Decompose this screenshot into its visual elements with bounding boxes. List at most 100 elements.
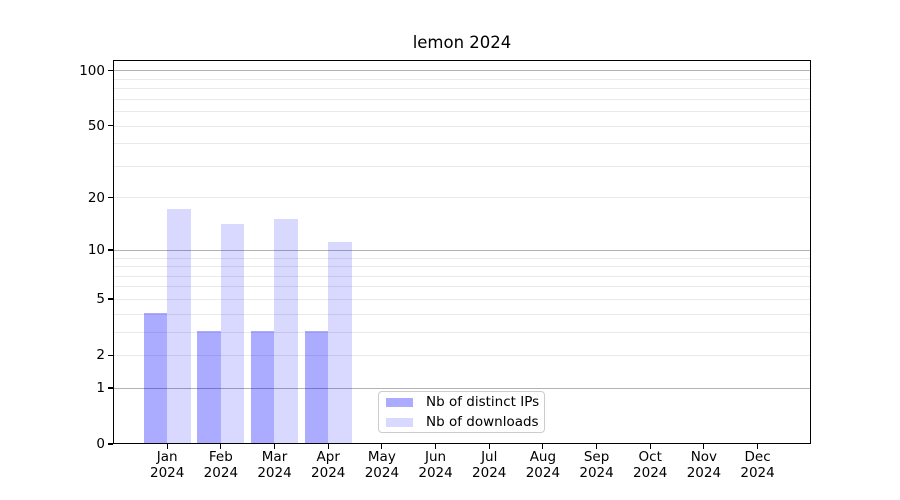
gridline-minor-2 <box>114 354 810 356</box>
y-tick-label-5: 5 <box>96 291 105 308</box>
bar-distinct-ips-apr <box>304 330 328 443</box>
x-tick-oct <box>649 444 651 449</box>
gridline-minor-4 <box>114 313 810 315</box>
gridline-minor-80 <box>114 88 810 90</box>
x-tick-year: 2024 <box>418 464 453 481</box>
gridline-minor-60 <box>114 111 810 113</box>
x-tick-label-jan: Jan 2024 <box>135 449 199 481</box>
x-tick-label-oct: Oct 2024 <box>618 449 682 481</box>
y-tick-label-1: 1 <box>96 379 105 396</box>
x-tick-year: 2024 <box>257 464 292 481</box>
legend: Nb of distinct IPs Nb of downloads <box>378 391 545 433</box>
y-tick-label-50: 50 <box>87 117 105 134</box>
x-tick-month: Feb <box>208 449 233 465</box>
x-tick-jan <box>166 444 168 449</box>
x-tick-month: Apr <box>316 449 340 465</box>
x-tick-label-nov: Nov 2024 <box>672 449 736 481</box>
y-tick-1 <box>108 387 113 389</box>
x-tick-month: Mar <box>261 449 288 465</box>
y-tick-50 <box>108 125 113 127</box>
gridline-minor-70 <box>114 98 810 100</box>
bar-downloads-apr <box>328 241 352 443</box>
x-tick-may <box>381 444 383 449</box>
y-tick-label-10: 10 <box>87 241 105 258</box>
bar-distinct-ips-jan <box>143 312 167 443</box>
x-tick-year: 2024 <box>525 464 561 481</box>
gridline-major-100 <box>114 70 810 72</box>
legend-item-distinct-ips: Nb of distinct IPs <box>386 394 540 410</box>
x-tick-label-feb: Feb 2024 <box>189 449 253 481</box>
x-tick-month: Jan <box>156 449 178 465</box>
gridline-minor-40 <box>114 143 810 145</box>
gridline-minor-30 <box>114 165 810 167</box>
x-tick-jul <box>488 444 490 449</box>
x-tick-month: Aug <box>529 449 557 465</box>
x-tick-label-sep: Sep 2024 <box>565 449 629 481</box>
gridline-minor-7 <box>114 275 810 277</box>
bar-downloads-jan <box>167 209 191 443</box>
x-tick-label-dec: Dec 2024 <box>726 449 790 481</box>
x-tick-month: Sep <box>583 449 610 465</box>
gridline-minor-8 <box>114 266 810 268</box>
x-tick-year: 2024 <box>472 464 507 481</box>
y-tick-20 <box>108 197 113 199</box>
x-tick-sep <box>595 444 598 449</box>
bar-downloads-mar <box>274 218 298 443</box>
x-tick-label-jun: Jun 2024 <box>404 449 468 481</box>
y-tick-2 <box>108 354 113 356</box>
gridline-minor-3 <box>114 331 810 333</box>
x-tick-apr <box>327 444 329 449</box>
x-tick-year: 2024 <box>150 464 185 481</box>
legend-label-distinct-ips: Nb of distinct IPs <box>426 394 540 410</box>
gridline-minor-5 <box>114 298 810 300</box>
gridline-minor-9 <box>114 257 810 259</box>
x-tick-mar <box>273 444 276 449</box>
gridline-minor-6 <box>114 286 810 288</box>
legend-label-downloads: Nb of downloads <box>426 414 539 430</box>
y-tick-100 <box>108 69 113 72</box>
y-tick-label-2: 2 <box>96 347 105 364</box>
y-tick-5 <box>108 298 113 300</box>
x-tick-year: 2024 <box>579 464 614 481</box>
x-tick-month: Jun <box>425 449 447 465</box>
x-tick-year: 2024 <box>740 464 775 481</box>
x-tick-year: 2024 <box>203 464 239 481</box>
x-tick-label-may: May 2024 <box>350 449 414 481</box>
x-tick-year: 2024 <box>364 464 400 481</box>
y-tick-label-0: 0 <box>96 436 105 452</box>
gridline-major-10 <box>114 249 810 251</box>
chart-title: lemon 2024 <box>412 33 512 52</box>
plot-area <box>113 60 811 444</box>
gridline-minor-90 <box>114 78 810 80</box>
legend-swatch-downloads <box>386 417 413 427</box>
x-tick-label-aug: Aug 2024 <box>511 449 575 481</box>
x-tick-month: May <box>367 449 396 465</box>
x-tick-aug <box>542 444 544 449</box>
y-tick-10 <box>108 249 113 251</box>
x-tick-jun <box>434 444 437 449</box>
x-tick-dec <box>756 444 759 449</box>
y-tick-label-100: 100 <box>79 62 105 79</box>
x-tick-month: Nov <box>690 449 718 465</box>
bar-distinct-ips-mar <box>250 330 275 443</box>
x-tick-year: 2024 <box>633 464 668 481</box>
x-tick-month: Dec <box>744 449 771 465</box>
x-tick-month: Jul <box>481 449 498 465</box>
y-tick-0 <box>108 443 113 445</box>
x-tick-year: 2024 <box>686 464 722 481</box>
y-tick-label-20: 20 <box>87 189 105 206</box>
x-tick-feb <box>220 444 222 449</box>
legend-item-downloads: Nb of downloads <box>386 414 539 430</box>
x-tick-nov <box>703 444 705 449</box>
x-tick-label-apr: Apr 2024 <box>296 449 360 481</box>
gridline-minor-50 <box>114 125 810 127</box>
bar-distinct-ips-feb <box>197 330 221 443</box>
x-tick-label-mar: Mar 2024 <box>243 449 307 481</box>
gridline-major-1 <box>114 387 810 389</box>
bar-downloads-feb <box>220 223 245 443</box>
gridline-minor-20 <box>114 197 810 199</box>
x-tick-label-jul: Jul 2024 <box>457 449 521 481</box>
legend-swatch-distinct-ips <box>386 397 413 407</box>
x-tick-year: 2024 <box>311 464 346 481</box>
